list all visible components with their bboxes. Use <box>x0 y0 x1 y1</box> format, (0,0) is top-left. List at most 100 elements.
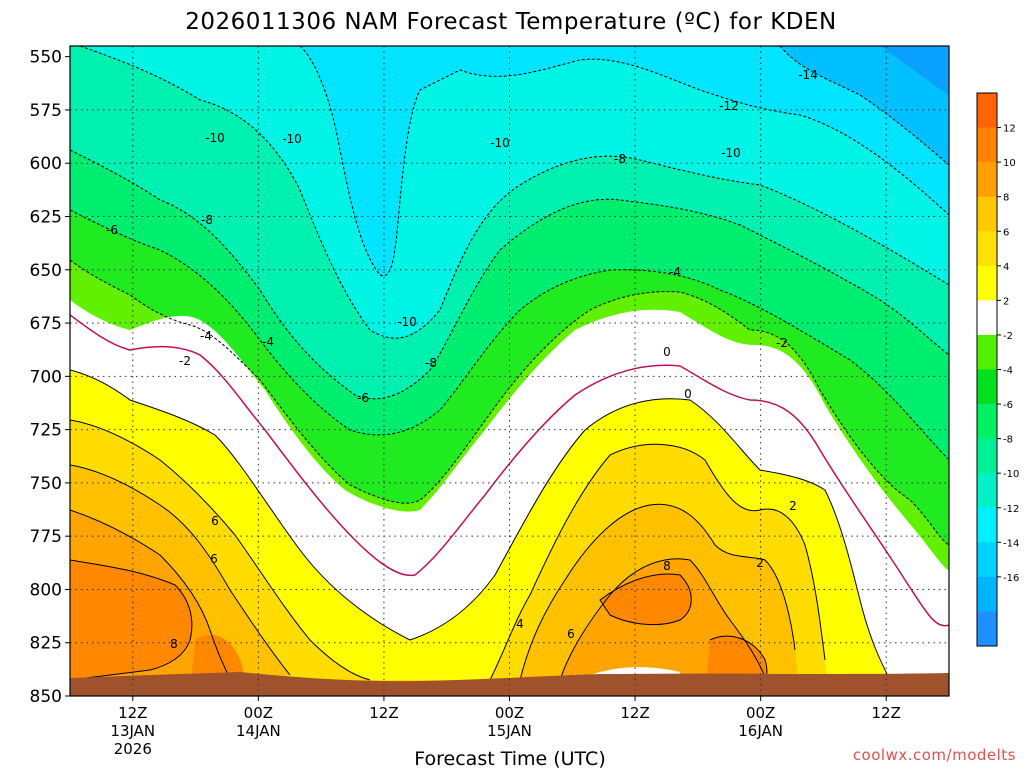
colorbar-swatch <box>977 127 997 163</box>
plot-area: -14 -12 -10 -10 -10 -10 -10 -8 -8 -8 -6 -6 -4 -4 -4 -2 -… <box>69 45 950 697</box>
colorbar-swatch <box>977 231 997 267</box>
x-tick-label: 12Z <box>620 704 649 722</box>
isotherm-minus8 <box>70 149 949 400</box>
colorbar-swatch <box>977 438 997 474</box>
colorbar-label: 10 <box>1003 158 1016 169</box>
contour-label: -8 <box>614 152 626 166</box>
x-tick-label: 2026 <box>114 740 152 758</box>
isotherm-minus4 <box>70 259 949 546</box>
colorbar-label: 6 <box>1003 227 1009 238</box>
contour-labels: -14 -12 -10 -10 -10 -10 -10 -8 -8 -8 -6 -6 -4 -4 -4 -2 -… <box>106 68 818 651</box>
isotherm-0 <box>70 314 949 627</box>
contour-label: -12 <box>719 99 739 113</box>
x-axis-label: Forecast Time (UTC) <box>414 748 605 768</box>
x-tick-label: 14JAN <box>236 722 281 740</box>
contour-label: -4 <box>669 265 681 279</box>
isotherm-6 <box>70 464 796 681</box>
contour-label: 0 <box>663 345 671 359</box>
colorbar-label: -12 <box>1003 504 1019 515</box>
isotherm-8 <box>70 509 771 696</box>
x-tick-label: 16JAN <box>738 722 783 740</box>
colorbar-label: -10 <box>1003 469 1019 480</box>
contour-label: -4 <box>200 329 212 343</box>
colorbar-swatch <box>977 196 997 232</box>
contour-label: -2 <box>776 336 788 350</box>
y-tick-label: 550 <box>30 48 62 68</box>
y-tick-label: 700 <box>30 367 62 387</box>
y-tick-label: 650 <box>30 261 62 281</box>
contour-label: -14 <box>798 68 818 82</box>
colorbar-swatch <box>977 162 997 198</box>
contour-label: -8 <box>201 213 213 227</box>
colorbar-swatch <box>977 404 997 440</box>
y-tick-label: 725 <box>30 421 62 441</box>
contour-label: -6 <box>106 223 118 237</box>
colorbar-swatch <box>977 473 997 509</box>
colorbar-swatch <box>977 369 997 405</box>
x-tick-label: 12Z <box>872 704 901 722</box>
colorbar-label: -8 <box>1003 435 1013 446</box>
isotherm-minus10 <box>79 46 949 339</box>
colorbar-label: 2 <box>1003 296 1009 307</box>
colorbar-swatch <box>977 93 997 129</box>
contour-lines <box>70 46 949 696</box>
colorbar-swatch <box>977 507 997 543</box>
colorbar-label: -6 <box>1003 400 1013 411</box>
colorbar-swatch <box>977 334 997 370</box>
x-tick-label: 13JAN <box>110 722 155 740</box>
y-tick-label: 625 <box>30 207 62 227</box>
y-tick-label: 575 <box>30 101 62 121</box>
y-tick-label: 850 <box>30 687 62 707</box>
credit-text: coolwx.com/modelts <box>853 746 1016 764</box>
contour-label: -10 <box>721 146 741 160</box>
colorbar-label: 4 <box>1003 262 1009 273</box>
contour-label: 6 <box>211 514 219 528</box>
contour-label: -4 <box>262 335 274 349</box>
x-tick-label: 12Z <box>118 704 147 722</box>
y-tick-label: 825 <box>30 634 62 654</box>
colorbar-swatch <box>977 265 997 301</box>
colorbar-label: -2 <box>1003 331 1013 342</box>
colorbar-label: 12 <box>1003 124 1016 135</box>
colorbar-label: 8 <box>1003 193 1009 204</box>
contour-label: -10 <box>205 131 225 145</box>
chart-title: 2026011306 NAM Forecast Temperature (ºC)… <box>185 9 837 35</box>
colorbar-swatch <box>977 300 997 336</box>
contour-label: 0 <box>684 387 692 401</box>
isotherm-4 <box>70 419 826 681</box>
grid-lines <box>70 46 949 696</box>
y-tick-label: 775 <box>30 527 62 547</box>
contour-label: 6 <box>210 552 218 566</box>
contour-label: 6 <box>567 627 575 641</box>
contour-label: -10 <box>397 315 417 329</box>
contour-label: 8 <box>170 637 178 651</box>
contour-label: 2 <box>756 556 764 570</box>
x-tick-label: 15JAN <box>487 722 532 740</box>
colorbar-label: -4 <box>1003 366 1013 377</box>
isotherm-minus12 <box>299 46 949 277</box>
contour-label: -6 <box>357 391 369 405</box>
contour-label: 4 <box>516 617 524 631</box>
contour-label: -8 <box>425 356 437 370</box>
band-8 <box>70 510 770 696</box>
y-tick-label: 600 <box>30 154 62 174</box>
contour-label: -10 <box>282 132 302 146</box>
y-axis: 550 575 600 625 650 675 700 725 750 775 800 825 850 <box>30 48 70 707</box>
isotherm-2 <box>70 369 891 681</box>
y-tick-label: 750 <box>30 474 62 494</box>
y-tick-label: 800 <box>30 580 62 600</box>
x-tick-label: 00Z <box>495 704 524 722</box>
colorbar-label: -16 <box>1003 573 1019 584</box>
contour-label: 2 <box>789 499 797 513</box>
contour-label: -10 <box>490 136 510 150</box>
isotherm-minus6 <box>70 209 949 461</box>
colorbar-swatch <box>977 576 997 612</box>
contour-label: -2 <box>179 354 191 368</box>
contour-label: 8 <box>663 559 671 573</box>
colorbar-label: -14 <box>1003 538 1019 549</box>
y-tick-label: 675 <box>30 314 62 334</box>
colorbar-swatch <box>977 611 997 647</box>
x-tick-label: 12Z <box>369 704 398 722</box>
